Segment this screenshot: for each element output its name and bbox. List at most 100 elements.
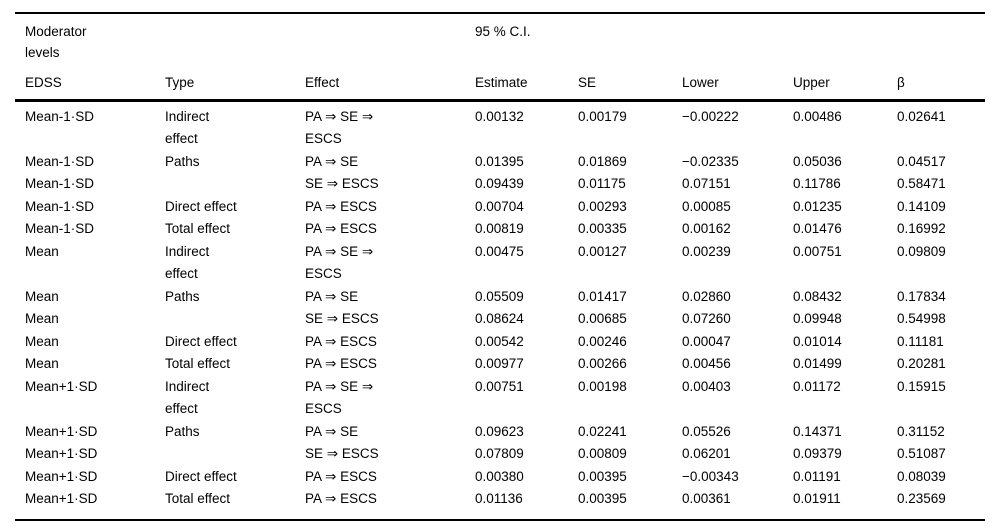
cell-type bbox=[155, 443, 295, 466]
cell-estimate: 0.01395 bbox=[475, 153, 524, 169]
cell-effect: PA ⇒ ESCS bbox=[305, 333, 377, 349]
cell-lower: 0.00085 bbox=[682, 198, 731, 214]
col-header-lower: Lower bbox=[682, 75, 719, 90]
cell-beta: 0.51087 bbox=[897, 446, 946, 461]
cell-beta: 0.31152 bbox=[897, 423, 945, 439]
table-row: Mean+1·SD SE ⇒ ESCS 0.07809 0.00809 0.06… bbox=[15, 443, 985, 466]
table-row: Mean+1·SD Indirect effect PA ⇒ SE ⇒ ESCS… bbox=[15, 376, 985, 421]
cell-type: Direct effect bbox=[165, 333, 237, 349]
table-row: Mean+1·SD Paths PA ⇒ SE 0.09623 0.02241 … bbox=[15, 421, 985, 444]
cell-se: 0.00127 bbox=[578, 243, 627, 259]
cell-effect: PA ⇒ ESCS bbox=[305, 356, 377, 371]
cell-edss: Mean+1·SD bbox=[25, 446, 98, 461]
cell-type bbox=[155, 308, 295, 331]
cell-lower: 0.07260 bbox=[682, 311, 731, 326]
cell-effect: SE ⇒ ESCS bbox=[305, 176, 379, 191]
table-row: Mean+1·SD Direct effect PA ⇒ ESCS 0.0038… bbox=[15, 466, 985, 489]
cell-beta: 0.15915 bbox=[897, 378, 946, 394]
cell-beta: 0.20281 bbox=[897, 356, 946, 371]
cell-edss: Mean-1·SD bbox=[25, 153, 95, 169]
cell-upper: 0.01476 bbox=[793, 221, 842, 236]
cell-type: Total effect bbox=[165, 491, 231, 506]
cell-lower: 0.07151 bbox=[682, 176, 731, 191]
cell-edss: Mean-1·SD bbox=[25, 198, 95, 214]
cell-lower: 0.00403 bbox=[682, 378, 731, 394]
cell-effect: PA ⇒ ESCS bbox=[305, 198, 377, 214]
table-row: Mean SE ⇒ ESCS 0.08624 0.00685 0.07260 0… bbox=[15, 308, 985, 331]
cell-effect: PA ⇒ ESCS bbox=[305, 468, 377, 484]
cell-lower: −0.00343 bbox=[682, 468, 739, 484]
cell-estimate: 0.00704 bbox=[475, 198, 524, 214]
cell-beta: 0.17834 bbox=[897, 288, 946, 304]
cell-lower: 0.00239 bbox=[682, 243, 731, 259]
cell-lower: −0.00222 bbox=[682, 108, 739, 124]
moderator-levels-label: Moderator levels bbox=[25, 24, 87, 60]
cell-upper: 0.08432 bbox=[793, 288, 842, 304]
cell-estimate: 0.00380 bbox=[475, 468, 524, 484]
cell-se: 0.00335 bbox=[578, 221, 627, 236]
cell-beta: 0.58471 bbox=[897, 176, 946, 191]
column-header-row: EDSS Type Effect Estimate SE Lower Upper… bbox=[15, 63, 985, 100]
cell-edss: Mean bbox=[25, 311, 59, 326]
cell-beta: 0.16992 bbox=[897, 221, 946, 236]
table-row: Mean+1·SD Total effect PA ⇒ ESCS 0.01136… bbox=[15, 488, 985, 520]
cell-beta: 0.11181 bbox=[897, 333, 944, 349]
cell-lower: 0.06201 bbox=[682, 446, 731, 461]
cell-edss: Mean+1·SD bbox=[25, 378, 98, 394]
cell-type: Paths bbox=[165, 153, 200, 169]
table-body: Mean-1·SD Indirect effect PA ⇒ SE ⇒ ESCS… bbox=[15, 100, 985, 520]
cell-type: Indirect effect bbox=[165, 378, 210, 417]
cell-edss: Mean+1·SD bbox=[25, 491, 98, 506]
cell-edss: Mean bbox=[25, 333, 59, 349]
cell-se: 0.00809 bbox=[578, 446, 627, 461]
cell-se: 0.00395 bbox=[578, 491, 627, 506]
cell-se: 0.01417 bbox=[578, 288, 627, 304]
cell-se: 0.00246 bbox=[578, 333, 627, 349]
cell-beta: 0.08039 bbox=[897, 468, 946, 484]
cell-lower: 0.00361 bbox=[682, 491, 731, 506]
cell-edss: Mean bbox=[25, 356, 59, 371]
cell-type: Indirect effect bbox=[165, 243, 210, 282]
cell-upper: 0.09948 bbox=[793, 311, 842, 326]
cell-lower: 0.00456 bbox=[682, 356, 731, 371]
cell-effect: PA ⇒ SE bbox=[305, 423, 359, 439]
cell-type: Direct effect bbox=[165, 198, 237, 214]
cell-edss: Mean bbox=[25, 243, 59, 259]
col-header-type: Type bbox=[165, 75, 195, 90]
cell-type: Paths bbox=[165, 288, 200, 304]
cell-lower: −0.02335 bbox=[682, 153, 739, 169]
cell-upper: 0.00751 bbox=[793, 243, 842, 259]
cell-beta: 0.09809 bbox=[897, 243, 946, 259]
cell-effect: PA ⇒ SE bbox=[305, 153, 359, 169]
cell-effect: PA ⇒ ESCS bbox=[305, 491, 377, 506]
cell-se: 0.00266 bbox=[578, 356, 627, 371]
cell-estimate: 0.00819 bbox=[475, 221, 524, 236]
cell-estimate: 0.00475 bbox=[475, 243, 524, 259]
cell-type: Total effect bbox=[165, 221, 231, 236]
table-row: Mean-1·SD SE ⇒ ESCS 0.09439 0.01175 0.07… bbox=[15, 173, 985, 196]
cell-type bbox=[155, 173, 295, 196]
cell-estimate: 0.00132 bbox=[475, 108, 524, 124]
table-row: Mean Total effect PA ⇒ ESCS 0.00977 0.00… bbox=[15, 353, 985, 376]
cell-beta: 0.54998 bbox=[897, 311, 946, 326]
cell-type: Total effect bbox=[165, 356, 231, 371]
cell-upper: 0.09379 bbox=[793, 446, 842, 461]
cell-effect: SE ⇒ ESCS bbox=[305, 446, 379, 461]
cell-upper: 0.05036 bbox=[793, 153, 842, 169]
cell-edss: Mean+1·SD bbox=[25, 468, 98, 484]
cell-se: 0.01175 bbox=[578, 176, 626, 191]
table-row: Mean-1·SD Paths PA ⇒ SE 0.01395 0.01869 … bbox=[15, 151, 985, 174]
cell-effect: PA ⇒ SE ⇒ ESCS bbox=[305, 243, 374, 282]
cell-lower: 0.00047 bbox=[682, 333, 731, 349]
cell-upper: 0.01014 bbox=[793, 333, 842, 349]
cell-lower: 0.05526 bbox=[682, 423, 731, 439]
cell-lower: 0.00162 bbox=[682, 221, 731, 236]
cell-upper: 0.01191 bbox=[793, 468, 841, 484]
table-header: Moderator levels 95 % C.I. EDSS Type Eff… bbox=[15, 13, 986, 100]
cell-effect: PA ⇒ SE bbox=[305, 288, 359, 304]
cell-estimate: 0.08624 bbox=[475, 311, 524, 326]
moderation-results-table: Moderator levels 95 % C.I. EDSS Type Eff… bbox=[15, 12, 986, 521]
cell-edss: Mean-1·SD bbox=[25, 221, 95, 236]
table-row: Mean-1·SD Total effect PA ⇒ ESCS 0.00819… bbox=[15, 218, 985, 241]
